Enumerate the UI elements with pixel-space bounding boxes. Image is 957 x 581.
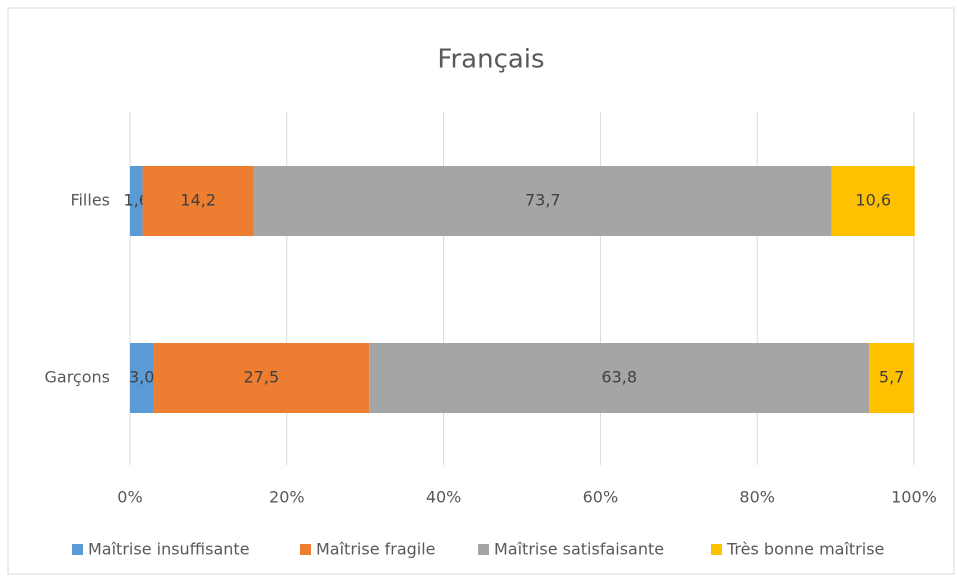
- chart-border: [7, 7, 955, 575]
- y-tick-label: Garçons: [45, 368, 111, 387]
- bar-segment: [831, 166, 915, 236]
- legend-label: Maîtrise insuffisante: [88, 540, 250, 559]
- bar-segment: [142, 166, 254, 236]
- legend-label: Très bonne maîtrise: [726, 540, 884, 559]
- legend-label: Maîtrise fragile: [316, 540, 436, 559]
- data-label: 14,2: [180, 191, 216, 210]
- y-tick-label: Filles: [70, 191, 110, 210]
- x-tick-label: 80%: [739, 488, 775, 507]
- chart-title: Français: [437, 45, 544, 75]
- legend-swatch: [300, 544, 311, 555]
- legend-label: Maîtrise satisfaisante: [494, 540, 664, 559]
- legend-swatch: [711, 544, 722, 555]
- x-tick-label: 20%: [269, 488, 305, 507]
- data-label: 73,7: [525, 191, 561, 210]
- bar-segment: [153, 343, 370, 413]
- x-tick-label: 100%: [891, 488, 937, 507]
- data-label: 10,6: [855, 191, 891, 210]
- bar-segment: [869, 343, 914, 413]
- bar-segment: [253, 166, 832, 236]
- legend-swatch: [72, 544, 83, 555]
- x-tick-label: 40%: [426, 488, 462, 507]
- data-label: 3,0: [129, 368, 154, 387]
- legend-swatch: [478, 544, 489, 555]
- bar-segment: [130, 166, 143, 236]
- bar-segment: [369, 343, 870, 413]
- data-label: 5,7: [879, 368, 904, 387]
- data-label: 27,5: [244, 368, 280, 387]
- bar-segment: [130, 343, 154, 413]
- x-tick-label: 60%: [583, 488, 619, 507]
- x-tick-label: 0%: [117, 488, 142, 507]
- data-label: 63,8: [601, 368, 637, 387]
